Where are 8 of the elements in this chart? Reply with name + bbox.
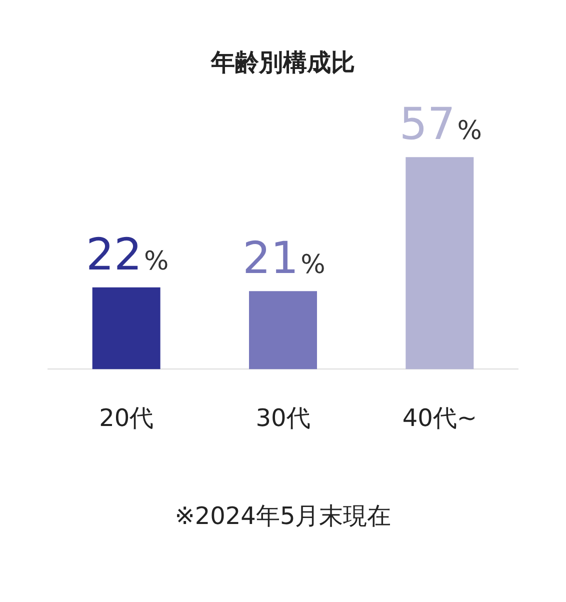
text: ※2024年5月末現在 xyxy=(174,501,392,532)
data-label: 22% xyxy=(86,229,169,280)
x-tick-label: 40代~ xyxy=(402,404,477,432)
chart-title: 年齢別構成比 xyxy=(210,48,355,77)
data-label: 21% xyxy=(242,233,326,284)
x-tick-label: 20代 xyxy=(99,404,154,432)
data-label: 57% xyxy=(399,99,482,150)
x-tick-label: 30代 xyxy=(256,404,310,432)
